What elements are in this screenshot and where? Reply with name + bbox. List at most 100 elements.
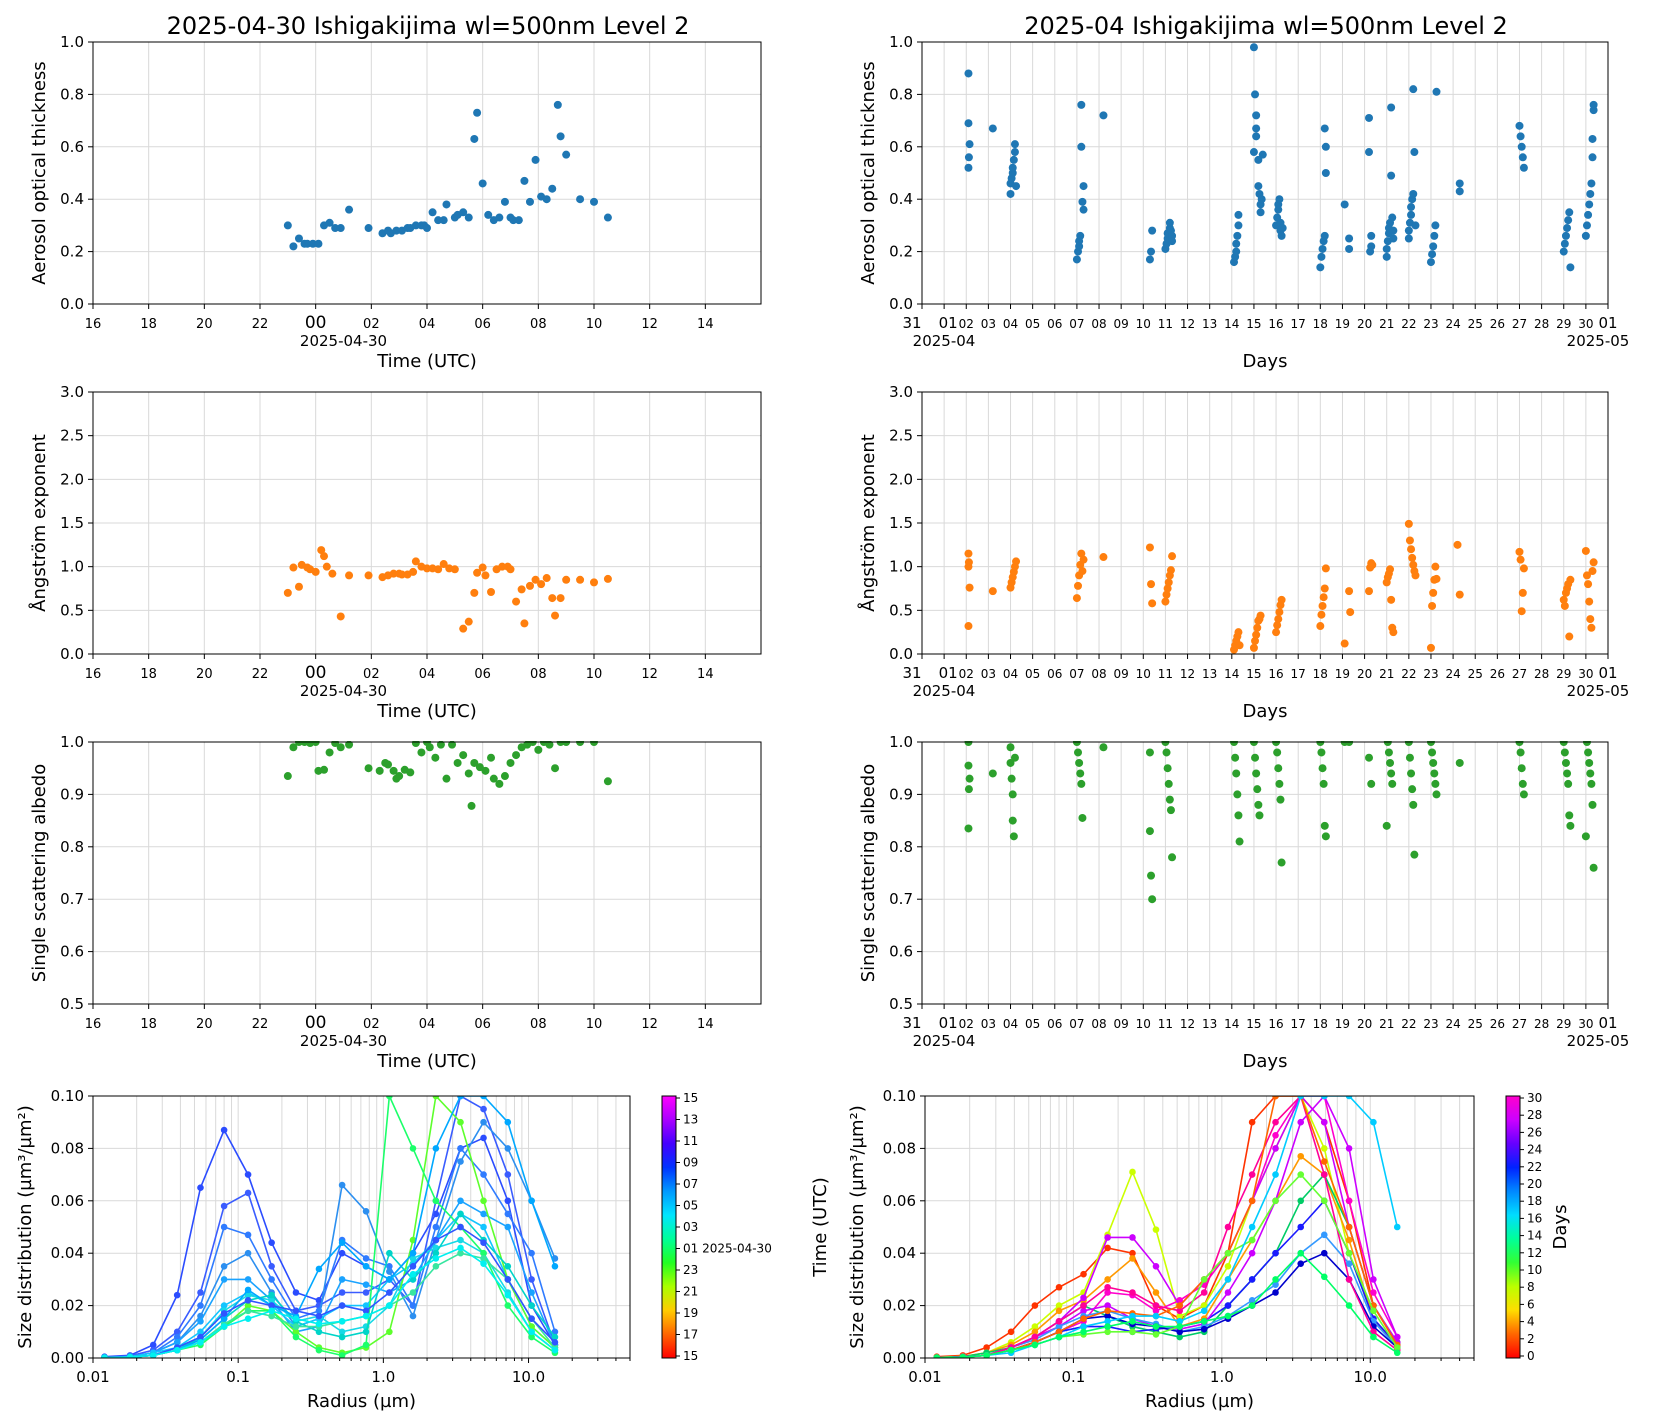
colorbar-tick-label: 03 <box>683 1220 698 1234</box>
series-point <box>1345 1197 1353 1205</box>
data-point <box>964 824 973 833</box>
series-point <box>480 1105 487 1113</box>
data-point <box>1249 43 1258 52</box>
x-tick-label: 08 <box>1091 1017 1106 1031</box>
series-point <box>1370 1333 1377 1341</box>
data-point <box>1008 816 1017 825</box>
data-point <box>1079 205 1088 214</box>
colorbar-tick-label: 15 <box>683 1349 698 1363</box>
series-point <box>1393 1344 1401 1351</box>
series-point <box>149 1352 157 1358</box>
series-point <box>268 1276 275 1283</box>
data-point <box>495 779 504 788</box>
colorbar-tick-label: 16 <box>1527 1211 1542 1225</box>
series-point <box>1055 1328 1063 1336</box>
series-point <box>197 1289 204 1296</box>
data-point <box>325 218 334 227</box>
series-point <box>173 1333 181 1341</box>
data-point <box>1386 565 1395 574</box>
data-point <box>1566 575 1575 584</box>
series-point <box>386 1328 393 1336</box>
data-point <box>1365 753 1374 762</box>
x-tick-label: 16 <box>85 667 102 682</box>
data-point <box>1589 100 1598 109</box>
data-point <box>1563 224 1572 233</box>
data-point <box>1274 764 1283 773</box>
data-point <box>1145 827 1154 836</box>
data-point <box>1006 758 1015 767</box>
x-axis-label: Radius (µm) <box>1145 1391 1254 1412</box>
series-point <box>1080 1328 1087 1336</box>
series-line <box>936 1096 1399 1358</box>
series-point <box>1007 1346 1015 1354</box>
x-tick-label: 03 <box>981 317 996 331</box>
y-axis-label: Single scattering albedo <box>29 764 50 982</box>
data-point <box>1518 588 1527 597</box>
series-point <box>1200 1307 1208 1315</box>
data-point <box>512 751 521 760</box>
data-point <box>1162 590 1171 599</box>
colorbar-tick-label: 15 <box>683 1091 698 1105</box>
data-point <box>1430 769 1439 778</box>
x-tick-label: 06 <box>1047 317 1062 331</box>
data-point <box>517 585 526 594</box>
y-axis-label: Single scattering albedo <box>858 764 879 982</box>
right-title: 2025-04 Ishigakijima wl=500nm Level 2 <box>1024 12 1508 40</box>
y-tick-label: 0.7 <box>889 890 913 908</box>
series-point <box>1129 1168 1136 1176</box>
y-tick-label: 3.0 <box>60 383 84 401</box>
series-point <box>338 1333 346 1341</box>
series-point <box>173 1328 181 1336</box>
x-tick-label: 20 <box>196 667 213 682</box>
data-point <box>1455 179 1464 188</box>
series-point <box>504 1291 512 1299</box>
series-point <box>362 1302 370 1309</box>
series-point <box>1297 1152 1305 1160</box>
colorbar-tick-label: 12 <box>1527 1246 1542 1260</box>
y-tick-label: 0.8 <box>889 85 913 103</box>
y-tick-label: 0.00 <box>51 1349 84 1367</box>
data-point <box>1165 218 1174 227</box>
chart-panel-right-aot: 31 01 02 03 04 05 06 07 08 09 10 11 12 13 14 15 16 17 18 19… <box>858 33 1629 372</box>
data-point <box>1566 263 1575 272</box>
data-point <box>1455 590 1464 599</box>
x-tick-label: 01 <box>939 1014 958 1032</box>
series-point <box>480 1171 487 1178</box>
data-point <box>303 239 312 248</box>
data-point <box>1581 832 1590 841</box>
series-point <box>528 1197 535 1205</box>
series-point <box>1104 1276 1111 1283</box>
series-point <box>338 1249 346 1257</box>
x-tick-label: 30 <box>1578 667 1593 681</box>
x-tick-label: 02 <box>363 667 380 682</box>
y-tick-label: 0.6 <box>889 138 913 156</box>
y-tick-label: 0.0 <box>60 295 84 313</box>
data-point <box>1251 636 1260 645</box>
data-point <box>1319 593 1328 602</box>
x-tick-label: 20 <box>1357 317 1372 331</box>
series-point <box>409 1249 417 1257</box>
series-point <box>362 1263 370 1270</box>
series-point <box>457 1244 464 1252</box>
data-point <box>1231 753 1240 762</box>
series-point <box>268 1291 275 1299</box>
series-point <box>504 1223 512 1231</box>
series-point <box>1248 1223 1256 1231</box>
data-point <box>434 565 443 574</box>
series-point <box>1224 1312 1232 1320</box>
data-point <box>590 578 598 587</box>
series-point <box>551 1346 559 1354</box>
x-tick-label: 13 <box>1202 317 1217 331</box>
series-point <box>1272 1171 1279 1178</box>
series-point <box>504 1210 512 1218</box>
x-axis-label: Time (UTC) <box>376 701 477 722</box>
data-point <box>1147 580 1156 589</box>
data-point <box>1273 621 1282 630</box>
data-point <box>1275 779 1284 788</box>
series-point <box>1320 1096 1328 1100</box>
data-point <box>965 140 974 149</box>
data-point <box>1585 758 1594 767</box>
series-point <box>1152 1226 1160 1233</box>
data-point <box>1277 231 1286 240</box>
series-point <box>551 1263 559 1270</box>
